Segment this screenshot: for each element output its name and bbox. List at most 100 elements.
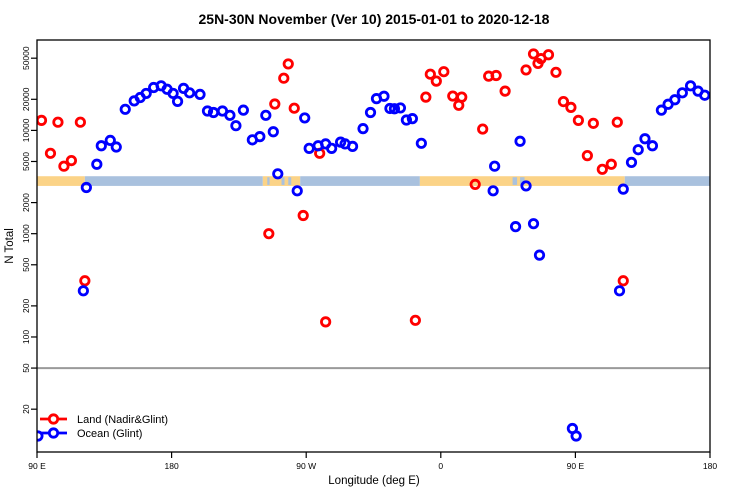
x-tick-label: 90 E <box>28 461 46 471</box>
data-point-land <box>605 158 617 170</box>
legend-land-label: Land (Nadir&Glint) <box>77 414 168 426</box>
data-point-land <box>424 68 436 80</box>
data-point-land <box>58 160 70 172</box>
land-band-segment <box>37 176 85 186</box>
data-point-ocean <box>487 185 499 197</box>
data-point-ocean <box>655 104 667 116</box>
data-point-land <box>550 66 562 78</box>
data-point-ocean <box>669 94 681 106</box>
y-tick-label: 2000 <box>21 193 31 212</box>
y-axis-label: N Total <box>4 228 16 264</box>
land-band-segment <box>262 176 301 186</box>
y-tick-label: 1000 <box>21 224 31 243</box>
data-point-ocean <box>570 430 582 442</box>
data-point-ocean <box>489 160 501 172</box>
data-point-land <box>617 275 629 287</box>
data-point-ocean <box>388 103 401 115</box>
data-point-ocean <box>77 285 89 297</box>
data-point-ocean <box>378 90 390 102</box>
data-point-land <box>269 98 281 110</box>
data-point-land <box>420 91 432 103</box>
data-point-ocean <box>527 218 540 230</box>
y-tick-label: 500 <box>21 257 31 271</box>
data-point-ocean <box>183 87 196 99</box>
data-point-land <box>499 85 511 97</box>
data-point-ocean <box>194 88 206 101</box>
legend: Land (Nadir&Glint) Ocean (Glint) <box>40 413 168 440</box>
data-point-ocean <box>364 106 377 119</box>
data-points <box>37 48 710 442</box>
data-point-ocean <box>509 221 522 233</box>
data-point-land <box>74 116 86 128</box>
data-point-ocean <box>299 112 311 124</box>
data-point-ocean <box>207 106 220 119</box>
data-point-ocean <box>632 144 644 156</box>
data-point-ocean <box>533 249 546 261</box>
y-tick-label: 50000 <box>21 46 31 70</box>
data-point-ocean <box>80 181 92 194</box>
legend-ocean-label: Ocean (Glint) <box>77 428 142 440</box>
data-point-land <box>456 91 468 103</box>
data-point-ocean <box>613 285 626 297</box>
data-point-ocean <box>237 104 249 116</box>
data-point-land <box>65 154 77 167</box>
x-axis-label: Longitude (deg E) <box>328 475 420 487</box>
data-point-land <box>430 75 442 87</box>
data-point-ocean <box>514 135 526 147</box>
data-point-land <box>52 116 64 128</box>
data-point-land <box>409 314 421 326</box>
x-tick-label: 180 <box>703 461 717 471</box>
x-axis: 90 E 180 90 W 0 90 E 180 <box>28 452 717 471</box>
data-point-ocean <box>291 185 303 197</box>
data-point-ocean <box>384 102 396 115</box>
data-point-ocean <box>394 102 407 114</box>
y-tick-label: 20000 <box>21 87 31 111</box>
data-point-ocean <box>400 114 413 126</box>
data-point-ocean <box>625 156 638 168</box>
ocean-fleck <box>267 177 270 185</box>
data-point-ocean <box>110 141 122 153</box>
data-point-ocean <box>699 89 710 101</box>
data-point-ocean <box>520 180 532 192</box>
y-axis: 20 50 100 200 500 1000 2000 5000 10000 20000 50000 <box>21 46 37 414</box>
data-point-land <box>527 48 540 60</box>
y-tick-label: 20 <box>21 404 31 414</box>
data-point-ocean <box>167 87 179 100</box>
data-point-ocean <box>95 140 107 152</box>
data-point-land <box>557 95 570 108</box>
data-point-ocean <box>415 137 427 149</box>
data-point-land <box>477 123 489 135</box>
data-point-ocean <box>326 142 338 154</box>
data-point-ocean <box>91 158 103 170</box>
data-point-land <box>297 209 309 222</box>
plot-border <box>36 39 711 453</box>
data-point-ocean <box>303 142 315 154</box>
data-point-land <box>263 228 275 240</box>
data-point-land <box>288 102 300 114</box>
data-point-ocean <box>254 131 266 143</box>
surface-band <box>37 176 710 186</box>
x-tick-label: 0 <box>438 461 443 471</box>
x-tick-label: 90 W <box>296 461 316 471</box>
data-point-ocean <box>346 140 359 152</box>
ocean-band-segment <box>300 176 420 186</box>
ocean-fleck <box>281 177 285 185</box>
data-point-land <box>581 150 593 162</box>
x-tick-label: 90 E <box>567 461 585 471</box>
data-point-ocean <box>267 126 279 138</box>
legend-land-marker-icon <box>47 413 60 425</box>
ocean-band-segment <box>84 176 263 186</box>
data-point-ocean <box>37 430 44 442</box>
data-point-ocean <box>171 95 184 107</box>
data-point-land <box>278 72 290 84</box>
data-point-land <box>587 117 599 129</box>
legend-ocean-marker-icon <box>47 427 60 439</box>
ocean-fleck <box>520 177 525 185</box>
data-point-land <box>469 178 481 191</box>
data-point-ocean <box>639 133 651 145</box>
data-point-ocean <box>676 87 688 99</box>
data-point-land <box>320 316 332 328</box>
data-point-land <box>490 69 502 82</box>
chart-title: 25N-30N November (Ver 10) 2015-01-01 to … <box>199 11 550 27</box>
y-tick-label: 10000 <box>21 118 31 142</box>
